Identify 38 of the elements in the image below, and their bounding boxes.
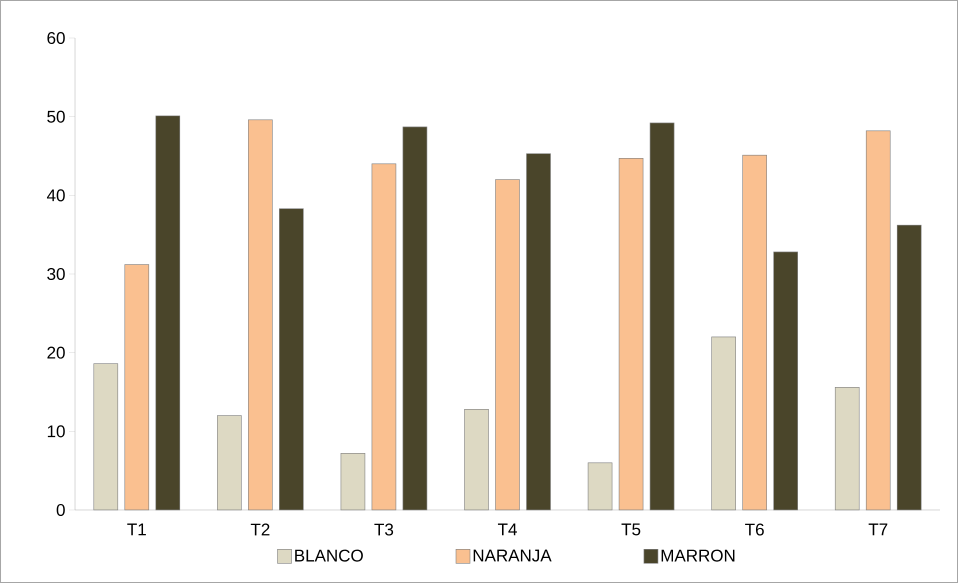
bar	[526, 153, 551, 510]
x-tick-label: T3	[374, 524, 394, 536]
x-tick-label: T5	[622, 524, 640, 536]
x-tick-label: T4	[498, 524, 517, 536]
bar	[217, 415, 242, 510]
y-tick-label: 30	[47, 268, 65, 280]
bar	[650, 122, 674, 510]
bar	[124, 264, 150, 510]
bar	[711, 336, 736, 510]
bar	[248, 120, 273, 510]
x-tick-label: T2	[250, 524, 270, 536]
y-tick-label: 50	[47, 110, 65, 123]
bar	[896, 224, 922, 510]
bar	[495, 179, 520, 510]
bar	[372, 164, 396, 510]
y-tick-label: 60	[47, 32, 65, 44]
x-tick-label: T6	[745, 524, 764, 536]
bar	[464, 408, 489, 510]
bar	[402, 126, 428, 510]
y-tick-label: 20	[47, 346, 65, 359]
bar	[866, 130, 891, 510]
y-tick-label: 40	[46, 189, 65, 202]
bar	[742, 154, 767, 510]
bar	[93, 363, 118, 510]
bar	[588, 462, 612, 510]
legend-label: NARANJA	[474, 550, 552, 562]
x-tick-label: T1	[127, 524, 146, 536]
bar	[279, 208, 304, 510]
x-tick-label: T7	[868, 524, 888, 536]
bar	[340, 453, 366, 510]
bar	[155, 116, 180, 510]
bar	[834, 386, 860, 510]
legend-label: MARRON	[662, 550, 734, 562]
bar	[773, 252, 798, 510]
y-tick-label: 10	[48, 425, 65, 438]
legend-label: BLANCO	[295, 550, 363, 562]
bar	[618, 158, 644, 510]
y-tick-label: 0	[56, 504, 65, 516]
